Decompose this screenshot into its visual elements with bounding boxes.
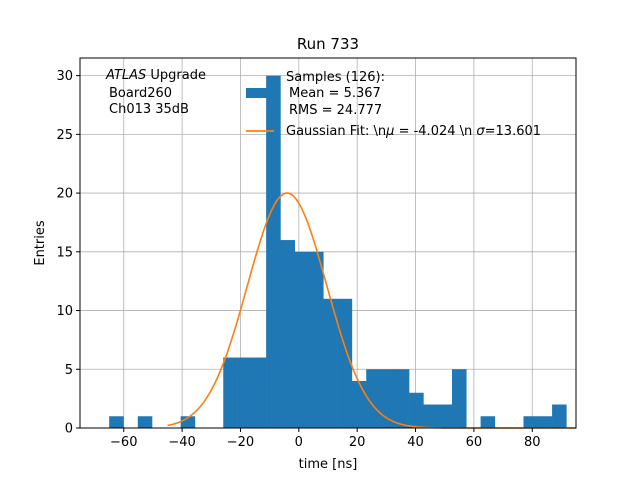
histogram-bar-11 [294, 251, 310, 428]
legend-swatch-samples [246, 88, 274, 98]
x-tick-label-5: 40 [407, 435, 424, 450]
histogram-bar-18 [394, 369, 410, 428]
x-tick-label-4: 20 [349, 435, 366, 450]
annotation-upgrade: Upgrade [146, 68, 206, 83]
x-tick-label-3: 0 [295, 435, 303, 450]
histogram-bar-0 [109, 416, 124, 428]
histogram-bar-29 [552, 404, 567, 428]
histogram-bar-24 [480, 416, 496, 428]
histogram-bar-13 [323, 298, 338, 428]
histogram-bar-22 [452, 369, 467, 428]
histogram-bar-12 [309, 251, 324, 428]
histogram-bar-19 [409, 392, 424, 428]
x-axis-ticks: −60 −40 −20 0 20 40 60 80 [110, 428, 541, 450]
histogram-bar-17 [380, 369, 396, 428]
y-axis-ticks: 0 5 10 15 20 25 30 [56, 69, 80, 437]
plot-frame [79, 57, 577, 429]
legend-samples-rms: RMS = 24.777 [289, 103, 382, 118]
y-tick-label-4: 20 [56, 187, 73, 202]
histogram-bar-10 [280, 240, 295, 428]
histogram-bar-6 [223, 357, 238, 428]
legend-fit-sigma: =13.601 [485, 124, 541, 139]
legend-fit-label: Gaussian Fit: \nμ = -4.024 \n σ=13.601 [286, 124, 541, 139]
x-tick-label-6: 60 [466, 435, 483, 450]
histogram-bar-3 [180, 416, 196, 428]
legend-fit-prefix: Gaussian Fit: \n [286, 124, 386, 139]
y-tick-label-6: 30 [56, 69, 73, 84]
annotation-box: ATLAS Upgrade Board260 Ch013 35dB [105, 68, 206, 117]
histogram-bar-14 [337, 298, 353, 428]
x-tick-label-0: −60 [110, 435, 137, 450]
y-axis-label: Entries [33, 220, 48, 266]
histogram-bar-7 [237, 357, 253, 428]
histogram-bar-15 [351, 381, 367, 428]
y-tick-label-2: 10 [56, 304, 73, 319]
histogram-bar-20 [423, 404, 438, 428]
y-tick-label-0: 0 [65, 422, 73, 437]
y-tick-label-1: 5 [65, 363, 73, 378]
annotation-line-3: Ch013 35dB [109, 102, 189, 117]
chart-title: Run 733 [297, 35, 359, 53]
x-tick-label-1: −40 [168, 435, 195, 450]
y-tick-label-3: 15 [56, 245, 73, 260]
legend-samples-mean: Mean = 5.367 [289, 86, 381, 101]
y-tick-label-5: 25 [56, 128, 73, 143]
histogram-bar-21 [437, 404, 453, 428]
annotation-line-1: ATLAS Upgrade [105, 68, 206, 83]
legend-samples-label: Samples (126): [286, 70, 385, 85]
x-axis-label: time [ns] [299, 457, 358, 472]
histogram-bar-28 [537, 416, 553, 428]
annotation-line-2: Board260 [109, 86, 172, 101]
histogram-bars [109, 75, 567, 428]
histogram-bar-9 [266, 75, 281, 428]
legend-fit-mu: = -4.024 \n [394, 124, 476, 139]
histogram-bar-27 [523, 416, 539, 428]
legend: Samples (126): Mean = 5.367 RMS = 24.777… [246, 70, 541, 139]
annotation-atlas: ATLAS [105, 68, 146, 83]
histogram-bar-8 [251, 357, 267, 428]
x-tick-label-2: −20 [227, 435, 254, 450]
histogram-bar-16 [366, 369, 381, 428]
x-tick-label-7: 80 [524, 435, 541, 450]
histogram-bar-1 [137, 416, 153, 428]
